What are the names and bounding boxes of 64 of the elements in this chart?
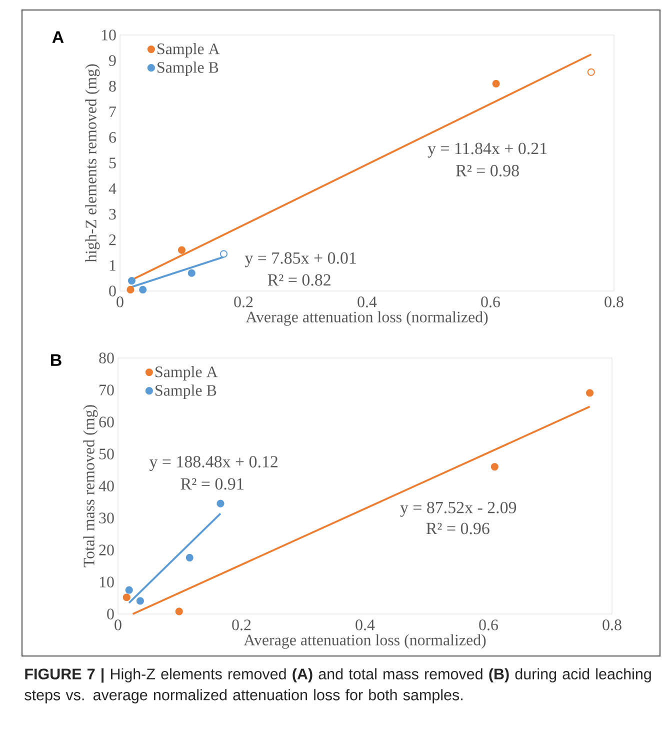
point <box>186 554 194 562</box>
y-tick-label: 9 <box>109 55 116 66</box>
y-tick-label: 1 <box>110 260 116 271</box>
x-axis-title: Average attenuation loss (normalized) <box>244 634 486 649</box>
point <box>587 68 595 76</box>
y-tick-label: 0 <box>109 286 116 296</box>
y-tick-label: 5 <box>109 158 116 168</box>
x-tick-label: 0.8 <box>602 620 622 630</box>
x-axis-title: Average attenuation loss (normalized) <box>246 311 488 326</box>
annotation: y = 188.48x + 0.12 <box>149 456 278 471</box>
y-tick-label: 10 <box>100 576 114 588</box>
annotation: y = 87.52x - 2.09 <box>400 502 516 517</box>
y-axis-title: high-Z elements removed (mg) <box>85 64 100 262</box>
y-tick-label: 0 <box>107 608 114 620</box>
annotation: y = 7.85x + 0.01 <box>244 252 356 268</box>
point <box>139 286 147 294</box>
annotation: R² = 0.91 <box>180 478 244 490</box>
x-tick-label: 0.4 <box>356 620 375 630</box>
annotation: R² = 0.96 <box>426 522 490 534</box>
y-tick-label: 40 <box>98 480 114 492</box>
point <box>492 80 500 88</box>
y-tick-label: 10 <box>102 30 116 40</box>
y-tick-label: 4 <box>108 183 116 194</box>
point <box>216 500 224 508</box>
x-tick-label: 0 <box>116 296 124 308</box>
point <box>188 269 196 277</box>
y-tick-label: 30 <box>99 512 114 524</box>
y-tick-label: 2 <box>109 234 116 246</box>
x-tick-label: 0.6 <box>479 620 498 630</box>
y-tick-label: 60 <box>99 416 114 428</box>
chart-title: B <box>51 354 62 366</box>
annotation: R² = 0.98 <box>456 164 519 176</box>
x-tick-label: 0.2 <box>232 620 251 630</box>
x-tick-label: 0.8 <box>604 296 624 308</box>
point <box>175 608 183 616</box>
point <box>125 586 133 594</box>
y-tick-label: 50 <box>99 448 114 460</box>
y-axis-title: Total mass removed (mg) <box>83 405 98 568</box>
annotation: y = 11.84x + 0.21 <box>428 142 547 158</box>
y-tick-label: 3 <box>109 208 116 220</box>
y-tick-label: 6 <box>109 132 116 143</box>
point <box>490 463 498 471</box>
y-tick-label: 80 <box>99 352 114 364</box>
point <box>122 594 130 602</box>
point <box>126 286 134 294</box>
point <box>586 389 594 397</box>
x-tick-label: 0.6 <box>481 296 500 308</box>
legend-label: Sample B <box>158 62 218 76</box>
point <box>220 250 228 258</box>
legend-label: Sample B <box>156 384 216 400</box>
y-tick-label: 7 <box>110 106 116 118</box>
text: FIGURE 7 | High-Z elements removed (A) and total mass removed (B) during acid leaching steps vs. average normalized attenuation loss for both samples. <box>24 668 651 704</box>
point <box>136 597 144 605</box>
annotation: R² = 0.82 <box>268 274 330 286</box>
x-tick-label: 0.4 <box>358 296 377 308</box>
point <box>128 276 136 285</box>
y-tick-label: 8 <box>109 80 116 92</box>
legend-label: Sample A <box>156 366 218 380</box>
legend-label: Sample A <box>158 43 220 58</box>
x-tick-label: 0.2 <box>234 296 253 308</box>
y-tick-label: 20 <box>99 544 114 556</box>
point <box>178 246 186 254</box>
chart-title: A <box>52 31 64 43</box>
y-tick-label: 70 <box>100 384 114 396</box>
